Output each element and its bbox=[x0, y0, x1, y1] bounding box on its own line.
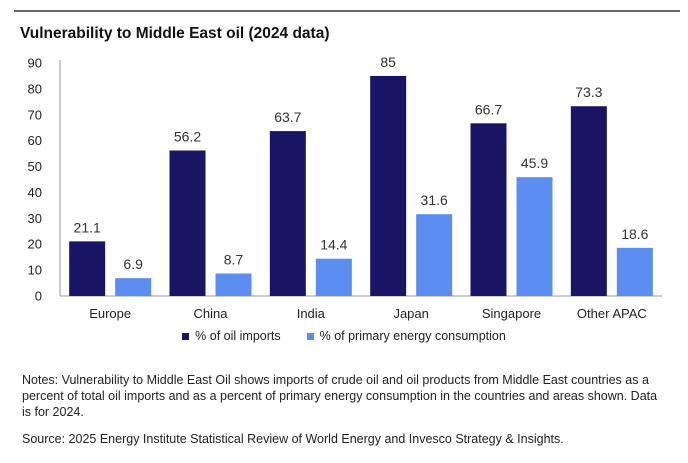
data-label-primary-energy: 18.6 bbox=[621, 226, 648, 242]
x-category-label: Other APAC bbox=[577, 306, 647, 321]
legend-label-primary-energy: % of primary energy consumption bbox=[319, 329, 506, 343]
chart-legend: % of oil imports % of primary energy con… bbox=[0, 329, 688, 343]
bar-primary-energy bbox=[416, 214, 453, 296]
y-tick-label: 10 bbox=[28, 263, 42, 278]
bar-primary-energy bbox=[315, 258, 352, 296]
x-category-label: India bbox=[297, 306, 326, 321]
bar-oil-imports bbox=[570, 106, 607, 297]
data-label-oil-imports: 21.1 bbox=[74, 219, 101, 235]
y-tick-label: 0 bbox=[35, 289, 42, 304]
legend-item-primary-energy: % of primary energy consumption bbox=[306, 329, 506, 343]
y-tick-label: 80 bbox=[28, 81, 42, 96]
chart-notes: Notes: Vulnerability to Middle East Oil … bbox=[22, 373, 658, 419]
x-category-label: Singapore bbox=[482, 306, 541, 321]
y-tick-label: 90 bbox=[28, 56, 42, 71]
top-divider bbox=[14, 10, 680, 12]
chart-title: Vulnerability to Middle East oil (2024 d… bbox=[20, 25, 330, 42]
bar-primary-energy bbox=[115, 278, 152, 296]
bar-chart: 0 10 20 30 40 50 60 70 80 90 21.1 6.9 Europe 56.2 8.7 C… bbox=[28, 54, 662, 321]
bar-oil-imports bbox=[69, 241, 106, 296]
data-label-primary-energy: 14.4 bbox=[320, 237, 347, 253]
data-label-primary-energy: 31.6 bbox=[421, 192, 448, 208]
bar-primary-energy bbox=[616, 247, 653, 296]
legend-swatch-oil-imports bbox=[182, 332, 190, 340]
chart-source: Source: 2025 Energy Institute Statistica… bbox=[22, 432, 564, 446]
bar-oil-imports bbox=[169, 150, 206, 296]
x-category-label: Japan bbox=[393, 306, 428, 321]
bar-oil-imports bbox=[370, 75, 407, 296]
data-label-oil-imports: 73.3 bbox=[575, 84, 602, 100]
legend-label-oil-imports: % of oil imports bbox=[195, 329, 281, 343]
y-tick-label: 50 bbox=[28, 159, 42, 174]
data-label-oil-imports: 66.7 bbox=[475, 101, 502, 117]
y-tick-label: 30 bbox=[28, 211, 42, 226]
data-label-oil-imports: 56.2 bbox=[174, 129, 201, 145]
bar-primary-energy bbox=[215, 273, 252, 296]
data-label-primary-energy: 6.9 bbox=[123, 256, 143, 272]
bar-oil-imports bbox=[269, 131, 306, 296]
bar-primary-energy bbox=[516, 177, 553, 296]
data-label-primary-energy: 8.7 bbox=[224, 251, 244, 267]
data-label-primary-energy: 45.9 bbox=[521, 155, 548, 171]
y-tick-label: 20 bbox=[28, 237, 42, 252]
legend-item-oil-imports: % of oil imports bbox=[182, 329, 281, 343]
y-tick-label: 70 bbox=[28, 107, 42, 122]
x-category-label: China bbox=[194, 306, 229, 321]
y-tick-label: 40 bbox=[28, 185, 42, 200]
data-label-oil-imports: 85 bbox=[380, 54, 396, 70]
bar-oil-imports bbox=[470, 123, 507, 297]
legend-swatch-primary-energy bbox=[306, 332, 314, 340]
y-tick-label: 60 bbox=[28, 133, 42, 148]
data-label-oil-imports: 63.7 bbox=[274, 109, 301, 125]
x-category-label: Europe bbox=[89, 306, 131, 321]
